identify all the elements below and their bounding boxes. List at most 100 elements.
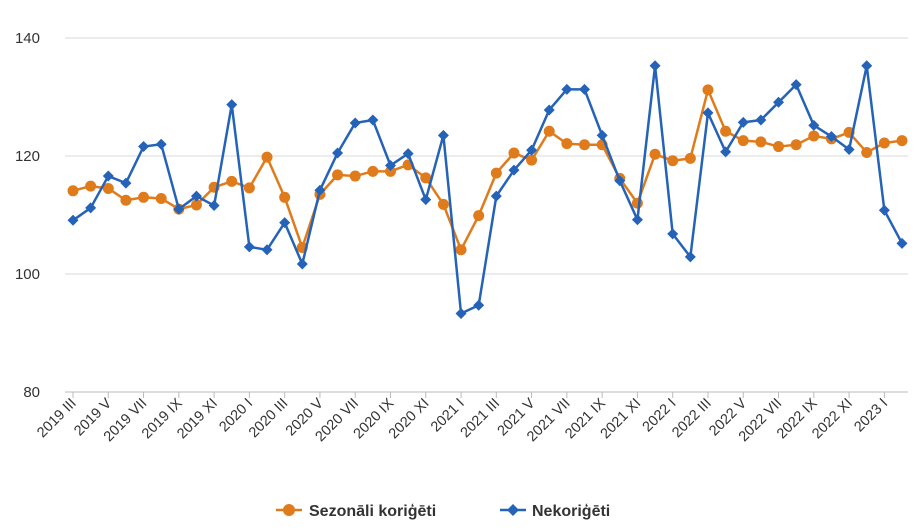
- data-point[interactable]: [896, 237, 908, 249]
- data-point[interactable]: [437, 129, 449, 141]
- data-point[interactable]: [755, 114, 767, 126]
- data-point[interactable]: [384, 165, 396, 177]
- data-point[interactable]: [543, 125, 555, 137]
- data-point[interactable]: [667, 155, 679, 167]
- data-point[interactable]: [226, 99, 238, 111]
- data-point[interactable]: [755, 136, 767, 148]
- data-point[interactable]: [561, 138, 573, 150]
- data-point[interactable]: [773, 96, 785, 108]
- data-point[interactable]: [702, 107, 714, 119]
- x-tick-label: 2019 III: [34, 396, 80, 442]
- data-point[interactable]: [684, 251, 696, 263]
- data-point[interactable]: [208, 200, 220, 212]
- data-point[interactable]: [296, 258, 308, 270]
- data-point[interactable]: [614, 175, 626, 187]
- data-point[interactable]: [102, 182, 114, 194]
- data-point[interactable]: [737, 135, 749, 147]
- data-point[interactable]: [243, 241, 255, 253]
- legend-circle-marker: [283, 504, 295, 516]
- data-point[interactable]: [314, 184, 326, 196]
- data-point[interactable]: [649, 60, 661, 72]
- data-point[interactable]: [138, 141, 150, 153]
- data-point[interactable]: [85, 202, 97, 214]
- data-point[interactable]: [473, 299, 485, 311]
- data-point[interactable]: [508, 164, 520, 176]
- data-point[interactable]: [790, 79, 802, 91]
- data-point[interactable]: [543, 104, 555, 116]
- data-point[interactable]: [102, 170, 114, 182]
- data-point[interactable]: [561, 83, 573, 95]
- data-point[interactable]: [490, 167, 502, 179]
- data-point[interactable]: [579, 83, 591, 95]
- data-point[interactable]: [367, 165, 379, 177]
- data-point[interactable]: [155, 138, 167, 150]
- data-point[interactable]: [279, 217, 291, 229]
- data-point[interactable]: [120, 194, 132, 206]
- data-point[interactable]: [684, 152, 696, 164]
- data-point[interactable]: [279, 191, 291, 203]
- data-point[interactable]: [737, 116, 749, 128]
- data-point[interactable]: [808, 130, 820, 142]
- legend[interactable]: Sezonāli koriģēti Nekoriģēti: [276, 502, 610, 520]
- data-point[interactable]: [773, 141, 785, 153]
- data-point[interactable]: [896, 135, 908, 147]
- data-point[interactable]: [667, 228, 679, 240]
- data-point[interactable]: [420, 194, 432, 206]
- data-point[interactable]: [67, 185, 79, 197]
- data-point[interactable]: [384, 159, 396, 171]
- data-point[interactable]: [702, 84, 714, 96]
- x-tick-label: 2021 III: [458, 396, 504, 442]
- legend-item[interactable]: Sezonāli koriģēti: [276, 502, 436, 520]
- data-point[interactable]: [261, 151, 273, 163]
- data-point[interactable]: [843, 144, 855, 156]
- data-point[interactable]: [473, 210, 485, 222]
- data-point[interactable]: [720, 146, 732, 158]
- data-point[interactable]: [332, 147, 344, 159]
- data-point[interactable]: [631, 197, 643, 209]
- data-point[interactable]: [226, 175, 238, 187]
- data-point[interactable]: [190, 190, 202, 202]
- data-point[interactable]: [631, 214, 643, 226]
- data-point[interactable]: [861, 146, 873, 158]
- data-point[interactable]: [138, 191, 150, 203]
- data-point[interactable]: [596, 129, 608, 141]
- data-point[interactable]: [67, 214, 79, 226]
- data-point[interactable]: [349, 170, 361, 182]
- data-point[interactable]: [437, 198, 449, 210]
- data-point[interactable]: [455, 244, 467, 256]
- data-point[interactable]: [720, 125, 732, 137]
- x-tick-label: 2023 I: [851, 396, 891, 436]
- data-point[interactable]: [526, 144, 538, 156]
- series-layer: [67, 60, 908, 320]
- x-tick-label: 2020 III: [246, 396, 292, 442]
- data-point[interactable]: [490, 190, 502, 202]
- data-point[interactable]: [861, 60, 873, 72]
- data-point[interactable]: [878, 204, 890, 216]
- data-point[interactable]: [261, 244, 273, 256]
- y-tick-label: 120: [15, 148, 40, 165]
- y-tick-label: 100: [15, 266, 40, 283]
- data-point[interactable]: [649, 148, 661, 160]
- data-point[interactable]: [526, 154, 538, 166]
- data-point[interactable]: [878, 137, 890, 149]
- data-point[interactable]: [455, 308, 467, 320]
- legend-diamond-marker: [507, 504, 519, 516]
- data-point[interactable]: [508, 147, 520, 159]
- data-point[interactable]: [825, 131, 837, 143]
- data-point[interactable]: [349, 117, 361, 129]
- data-point[interactable]: [402, 148, 414, 160]
- legend-item[interactable]: Nekoriģēti: [500, 502, 610, 520]
- data-point[interactable]: [155, 192, 167, 204]
- data-point[interactable]: [579, 139, 591, 151]
- data-point[interactable]: [190, 199, 202, 211]
- data-point[interactable]: [332, 169, 344, 181]
- data-point[interactable]: [808, 119, 820, 131]
- data-point[interactable]: [173, 203, 185, 215]
- data-point[interactable]: [420, 172, 432, 184]
- data-point[interactable]: [790, 139, 802, 151]
- data-point[interactable]: [85, 180, 97, 192]
- data-point[interactable]: [243, 182, 255, 194]
- data-point[interactable]: [120, 177, 132, 189]
- data-point[interactable]: [367, 114, 379, 126]
